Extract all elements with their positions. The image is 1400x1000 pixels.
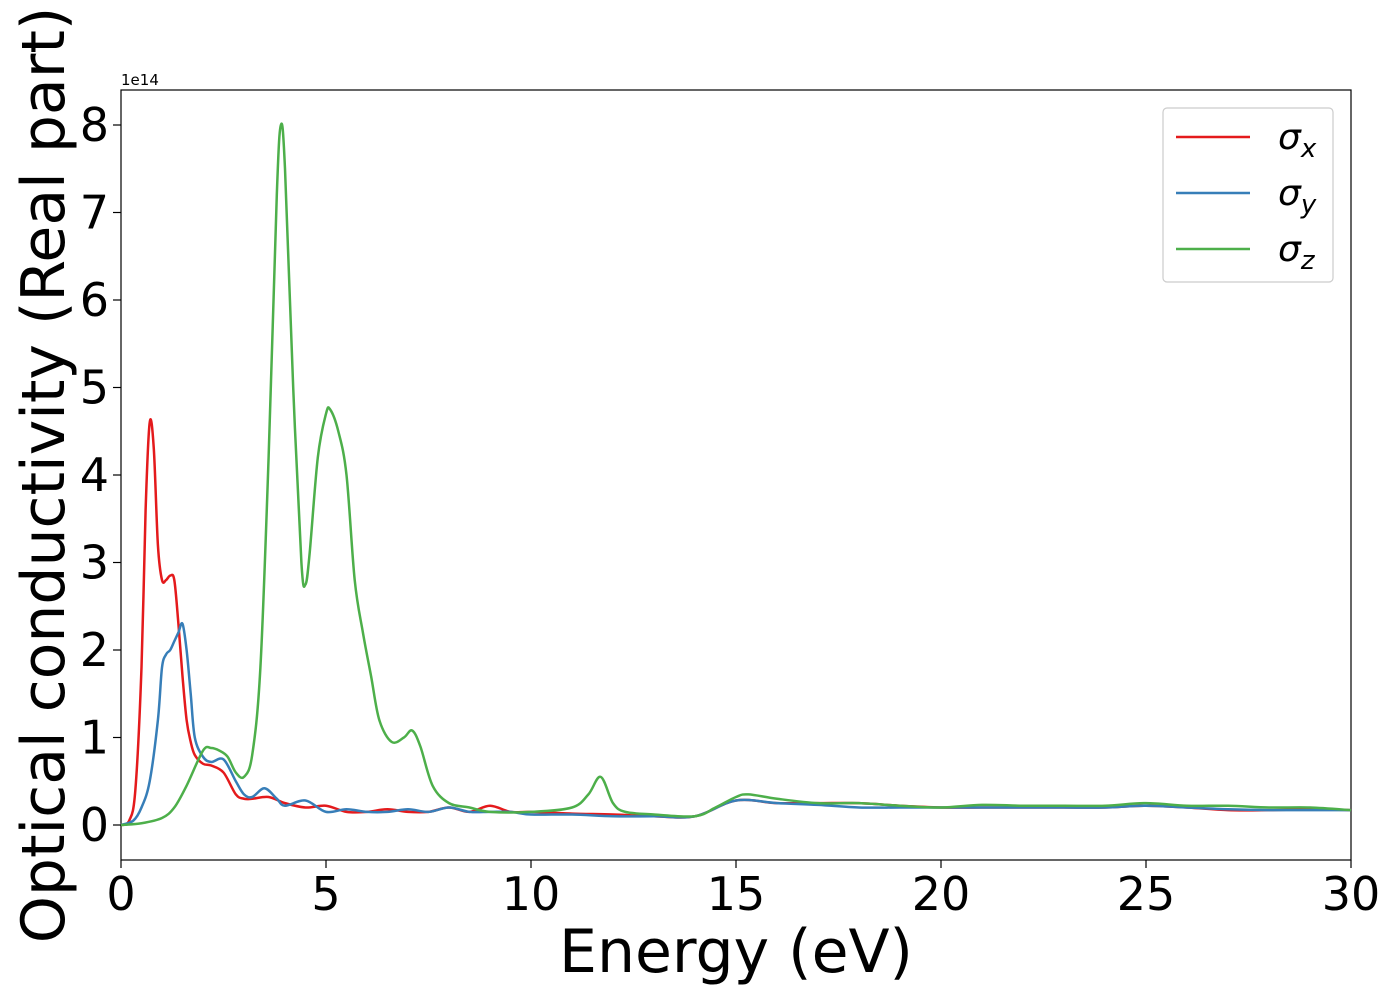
x-axis-ticks: 0 5 10 15 20 25 30 [106,860,1380,921]
x-tick-label: 25 [1117,867,1176,921]
y-tick-label: 1 [80,711,109,765]
x-axis-title: Energy (eV) [559,917,913,987]
x-tick-label: 30 [1322,867,1381,921]
y-offset-label: 1e14 [121,71,159,89]
legend-label-sigma-y: σy [1278,173,1317,220]
x-tick-label: 5 [311,867,340,921]
legend-items: σx σy σz [1176,117,1317,276]
y-tick-label: 7 [80,186,109,240]
y-tick-label: 3 [80,536,109,590]
legend-label-sigma-x: σx [1278,117,1317,164]
y-tick-label: 4 [80,448,109,502]
y-tick-label: 0 [80,798,109,852]
series-line-sigma-y [120,621,1351,827]
x-tick-label: 20 [912,867,971,921]
x-tick-label: 0 [106,867,135,921]
x-tick-label: 10 [502,867,561,921]
legend-label-sigma-z: σz [1278,229,1316,276]
series-layer [120,122,1352,827]
legend-box [1162,107,1334,283]
series-line-sigma-z [120,122,1352,827]
y-tick-label: 2 [80,623,109,677]
y-tick-label: 8 [80,98,109,152]
legend: σx σy σz [1162,107,1334,283]
x-tick-label: 15 [707,867,766,921]
y-tick-label: 6 [80,273,109,327]
plot-area [120,89,1352,861]
y-axis-ticks: 0 1 2 3 4 5 6 7 8 [80,98,121,852]
y-tick-label: 5 [80,361,109,415]
y-axis-title: Optical conductivity (Real part) [9,7,79,944]
